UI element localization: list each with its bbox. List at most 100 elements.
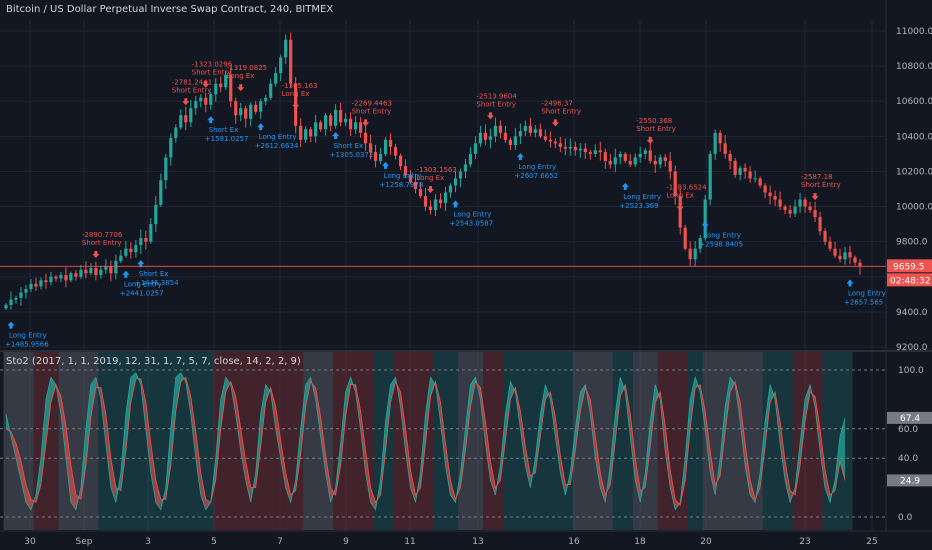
- candle-body: [753, 178, 757, 180]
- signal-marker-long[interactable]: Long Entry+2607.6652: [514, 153, 558, 180]
- candle: [129, 242, 133, 259]
- signal-marker-long[interactable]: Long Entry+1258.7978: [380, 161, 424, 189]
- oscillator-fill-segment: [595, 436, 601, 488]
- candle-body: [728, 153, 732, 161]
- candle-body: [533, 129, 537, 133]
- signal-value: -2550.368: [636, 117, 672, 125]
- svg-text:24.9: 24.9: [900, 476, 920, 486]
- arrow-down-icon: [237, 84, 245, 92]
- signal-marker-long[interactable]: Long Entry+1485.9566: [5, 321, 49, 349]
- oscillator-fill-segment: [505, 381, 511, 441]
- candle: [388, 133, 393, 155]
- candle-body: [264, 97, 268, 102]
- indicator-title[interactable]: Sto2 (2017, 1, 1, 2019, 12, 31, 1, 7, 5,…: [6, 356, 301, 367]
- candle-body: [204, 97, 208, 105]
- oscillator-fill-segment: [215, 399, 221, 481]
- candle-body: [19, 292, 23, 298]
- candle-body: [49, 276, 53, 283]
- candle-body: [833, 248, 837, 256]
- oscillator-k-line: [5, 372, 846, 511]
- signal-marker-long[interactable]: Long Entry+2543.0587: [449, 200, 493, 227]
- candle-body: [139, 238, 143, 246]
- candle-body: [393, 146, 398, 156]
- candle: [783, 204, 787, 215]
- candle-body: [608, 160, 612, 165]
- candle-body: [194, 101, 198, 109]
- arrow-down-icon: [676, 203, 684, 211]
- candle-body: [613, 157, 617, 165]
- oscillator-band-long: [612, 352, 633, 530]
- candle: [119, 249, 123, 264]
- candle: [244, 105, 248, 128]
- signal-label: Short Entry: [352, 107, 392, 115]
- oscillator-tick-label: 60.0: [898, 425, 918, 435]
- last-price-tag: 9659.5 02:48:32: [887, 259, 932, 287]
- time-tick-label: 18: [634, 537, 646, 547]
- candle: [443, 186, 448, 212]
- candle-body: [234, 101, 238, 116]
- time-tick-label: 20: [700, 537, 712, 547]
- candle-body: [648, 150, 652, 161]
- chart-title[interactable]: Bitcoin / US Dollar Perpetual Inverse Sw…: [6, 4, 334, 15]
- candle-body: [828, 241, 832, 249]
- arrow-up-icon: [516, 153, 524, 161]
- candle: [448, 183, 453, 198]
- signal-value: +2612.6634: [255, 142, 299, 150]
- candlestick-series: [4, 32, 862, 311]
- candle-body: [588, 152, 592, 154]
- candle: [598, 141, 602, 161]
- signal-marker-long[interactable]: Long Entry+2523.369: [619, 182, 661, 210]
- candle-body: [69, 273, 73, 281]
- oscillator-fill-segment: [20, 461, 26, 503]
- signal-marker-long[interactable]: Long Entry+2657.565: [844, 279, 886, 306]
- signal-marker-long[interactable]: Short Ex+1446.3854: [135, 260, 179, 287]
- candle-body: [114, 260, 118, 274]
- candle-body: [59, 275, 63, 279]
- signal-label: Short Entry: [801, 181, 841, 189]
- signal-value: +1485.9566: [5, 341, 49, 349]
- oscillator-fill-segment: [485, 421, 491, 481]
- signal-marker-long[interactable]: Short Ex+1591.0257: [205, 116, 249, 143]
- oscillator-band-short: [657, 352, 688, 530]
- candle: [843, 246, 847, 265]
- candle-body: [653, 160, 657, 165]
- oscillator-fill-segment: [50, 377, 56, 403]
- price-tick-label: 9800.0: [896, 238, 928, 248]
- oscillator-fill-segment: [440, 402, 446, 466]
- oscillator-band-short: [263, 352, 304, 530]
- candle-body: [823, 231, 827, 242]
- candle: [808, 201, 812, 213]
- candle-body: [538, 129, 542, 137]
- candle-body: [169, 138, 173, 158]
- candle-body: [184, 115, 188, 123]
- signal-marker-long[interactable]: Long Entry+2441.0257: [120, 270, 164, 298]
- candle: [663, 154, 667, 167]
- signal-label: Short Entry: [192, 69, 232, 77]
- oscillator-band-neutral: [457, 352, 483, 530]
- candle-body: [708, 153, 712, 200]
- candle-body: [104, 266, 108, 270]
- oscillator-fill-segment: [725, 377, 731, 432]
- candle-body: [124, 248, 128, 256]
- signal-marker-long[interactable]: Long Entry+2598.8405: [699, 221, 743, 249]
- arrow-up-icon: [382, 161, 390, 169]
- signal-marker-long[interactable]: Long Entry+2612.6634: [255, 123, 299, 150]
- candle-body: [473, 143, 478, 154]
- oscillator-fill-segment: [425, 377, 431, 444]
- candle: [54, 274, 58, 282]
- candle: [169, 133, 173, 166]
- signal-marker-long[interactable]: Short Ex+1305.0372: [330, 132, 374, 159]
